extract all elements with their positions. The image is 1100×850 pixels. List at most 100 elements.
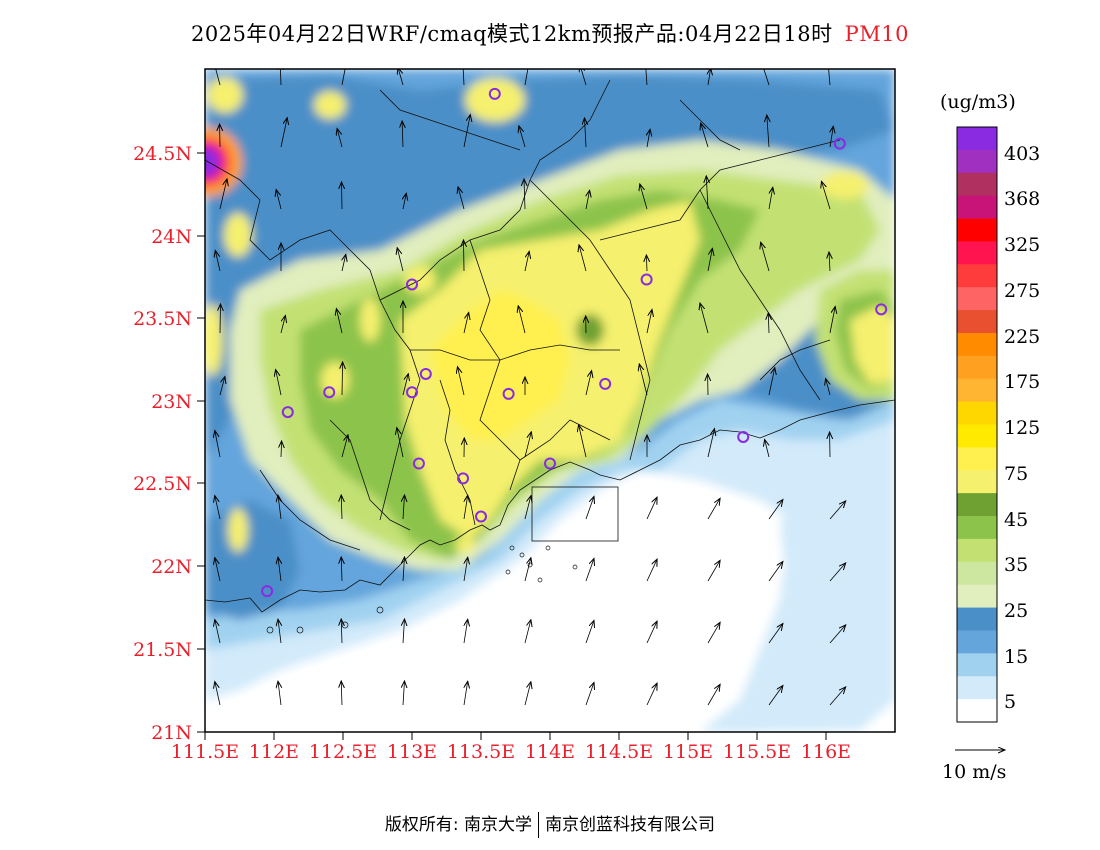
lon-label: 116E (801, 741, 851, 763)
wind-arrow (585, 558, 594, 582)
wind-arrow (215, 251, 221, 272)
colorbar-cell (957, 195, 997, 220)
colorbar-cell (957, 310, 997, 334)
wind-arrow (639, 364, 648, 396)
wind-arrow (829, 563, 846, 582)
boundary-box (531, 486, 619, 542)
field-yellow-blob (205, 304, 223, 376)
wind-arrow (280, 316, 285, 334)
monitoring-station-marker[interactable] (419, 367, 432, 380)
wind-arrow (580, 69, 587, 86)
field-yellow-blob (821, 171, 869, 199)
monitoring-station-marker[interactable] (457, 472, 470, 485)
monitoring-station-marker[interactable] (544, 457, 556, 470)
wind-arrow (463, 495, 468, 520)
wind-arrow (585, 682, 594, 706)
wind-arrow (765, 440, 769, 458)
lat-label: 22N (151, 556, 192, 578)
monitoring-station-marker[interactable] (406, 278, 418, 291)
wind-arrow (463, 115, 470, 148)
wind-arrow (701, 123, 709, 148)
colorbar-cell (957, 127, 997, 151)
wind-arrow (585, 620, 594, 644)
wind-arrow (829, 501, 846, 520)
lon-label: 113E (387, 741, 437, 763)
lat-label: 24.5N (133, 143, 192, 165)
monitoring-station-marker[interactable] (406, 386, 418, 399)
monitoring-station-marker[interactable] (281, 406, 294, 419)
island (572, 564, 578, 570)
monitoring-station-marker[interactable] (833, 137, 846, 150)
station-markers (261, 87, 888, 598)
wind-arrow (524, 682, 531, 706)
monitoring-station-marker[interactable] (323, 386, 336, 399)
monitoring-station-marker[interactable] (502, 387, 515, 400)
monitoring-station-marker[interactable] (640, 273, 653, 286)
wind-arrow (281, 441, 282, 458)
island (266, 626, 274, 634)
wind-arrow (463, 619, 468, 644)
wind-arrow (707, 429, 715, 458)
wind-arrow (524, 251, 529, 272)
wind-arrow (519, 126, 526, 148)
monitoring-station-marker[interactable] (475, 510, 487, 523)
monitoring-station-marker[interactable] (599, 377, 612, 390)
island (296, 626, 304, 634)
colorbar-cell (957, 355, 997, 380)
wind-arrow (403, 681, 405, 706)
field-offshore-plume (720, 470, 895, 732)
wind-arrow (585, 496, 594, 520)
wind-arrow (707, 684, 720, 706)
wind-arrow (403, 557, 405, 582)
wind-arrow (646, 255, 647, 272)
wind-arrow (767, 115, 769, 148)
boundary-line (529, 179, 651, 461)
colorbar-cell (957, 264, 997, 288)
monitoring-station-marker[interactable] (261, 585, 274, 598)
wind-arrow (761, 242, 770, 272)
colorbar-cells (957, 127, 997, 723)
map-area[interactable] (178, 53, 895, 732)
wind-arrow (219, 179, 227, 210)
wind-arrow (337, 129, 343, 148)
lon-label: 112.5E (309, 741, 377, 763)
wind-arrow (706, 176, 708, 210)
colorbar-cell (957, 424, 997, 448)
monitoring-station-marker[interactable] (875, 303, 888, 316)
island (376, 606, 384, 614)
boundary-line (379, 89, 521, 151)
wind-arrow (826, 379, 830, 396)
island (509, 545, 515, 551)
lon-label: 112E (249, 741, 299, 763)
wind-arrow (768, 368, 775, 396)
monitoring-station-marker[interactable] (737, 430, 750, 443)
colorbar-cell (957, 470, 997, 494)
wind-arrow (830, 126, 833, 148)
wind-arrow (829, 307, 835, 334)
wind-arrow (646, 497, 657, 520)
colorbar-label: 35 (1004, 554, 1028, 576)
island (505, 569, 511, 575)
wind-arrow (403, 193, 406, 210)
wind-arrow (707, 248, 712, 272)
wind-arrow (278, 557, 281, 582)
page-title: 2025年04月22日WRF/cmaq模式12km预报产品:04月22日18时 P… (0, 18, 1100, 48)
wind-arrow (524, 179, 525, 210)
wind-arrow (341, 69, 346, 86)
colorbar-cell (957, 538, 997, 563)
wind-arrow (278, 495, 281, 520)
wind-arrow (215, 620, 221, 644)
monitoring-station-marker[interactable] (412, 457, 425, 470)
wind-arrow (463, 681, 468, 706)
lon-label: 115.5E (723, 741, 791, 763)
monitoring-station-marker[interactable] (488, 87, 501, 100)
colorbar-cell (957, 241, 997, 265)
field-yellow-blob (224, 213, 252, 257)
colorbar-cell (957, 447, 997, 471)
latitude-axis: 24.5N 24N 23.5N 23N 22.5N 22N 21.5N 21N (133, 143, 205, 744)
wind-legend-label: 10 m/s (942, 761, 1006, 783)
boundary-line (469, 239, 521, 491)
wind-arrow (707, 560, 720, 582)
wind-arrow (341, 557, 342, 582)
